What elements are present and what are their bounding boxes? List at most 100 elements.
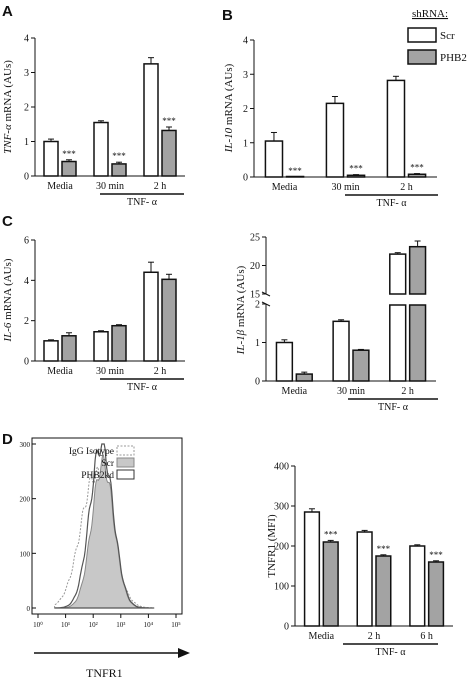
bar-scr bbox=[93, 331, 109, 362]
significance-mark: *** bbox=[62, 149, 76, 159]
histogram-curves bbox=[54, 443, 155, 609]
y-tick-label: 400 bbox=[274, 462, 289, 473]
bar-scr bbox=[43, 340, 59, 362]
histogram-legend-isotype: IgG Isotype bbox=[69, 447, 114, 457]
bar-phb2 bbox=[346, 174, 366, 178]
histogram-x-tick-label: 10³ bbox=[116, 621, 125, 629]
bar-phb2 bbox=[61, 335, 77, 362]
y-tick-label: 200 bbox=[274, 542, 289, 553]
bar-phb2 bbox=[111, 163, 127, 177]
y-tick-label: 0 bbox=[24, 357, 29, 368]
y-axis-label: TNF-α mRNA (AUs) bbox=[2, 60, 14, 154]
category-label: 30 min bbox=[331, 182, 359, 193]
y-axis-label: IL-10 mRNA (AUs) bbox=[223, 63, 235, 153]
significance-mark: *** bbox=[377, 544, 391, 554]
y-tick-label: 4 bbox=[24, 276, 29, 287]
y-axis-label: TNFR1 (MFI) bbox=[266, 514, 278, 578]
bar-phb2-upper bbox=[408, 245, 427, 295]
bar-phb2 bbox=[295, 373, 313, 382]
histogram-y-tick-label: 100 bbox=[20, 550, 31, 558]
treatment-group-label: TNF- α bbox=[376, 647, 407, 658]
y-tick-label: 0 bbox=[24, 172, 29, 183]
y-tick-label: 2 bbox=[255, 300, 260, 311]
bar-scr bbox=[325, 102, 345, 178]
histogram-x-tick-label: 10⁵ bbox=[171, 621, 181, 629]
legend-swatch-phb2 bbox=[407, 49, 437, 65]
treatment-group-label: TNF- α bbox=[378, 402, 409, 413]
y-tick-label: 0 bbox=[243, 173, 248, 184]
y-tick-label: 3 bbox=[243, 70, 248, 81]
histogram-y-tick-label: 200 bbox=[20, 496, 31, 504]
treatment-group-label: TNF- α bbox=[127, 382, 158, 393]
category-label: 2 h bbox=[154, 366, 167, 377]
category-label: 2 h bbox=[154, 181, 167, 192]
significance-mark: *** bbox=[429, 550, 443, 560]
y-tick-label: 20 bbox=[250, 261, 260, 272]
bar-phb2 bbox=[161, 129, 177, 177]
significance-mark: *** bbox=[324, 529, 338, 539]
category-label: 2 h bbox=[400, 182, 413, 193]
histogram-y-tick-label: 300 bbox=[20, 441, 31, 449]
bar-scr bbox=[93, 121, 109, 177]
significance-mark: *** bbox=[112, 151, 126, 161]
category-label: Media bbox=[47, 366, 73, 377]
category-label: 2 h bbox=[368, 631, 381, 642]
histogram-legend-phb2kd-swatch bbox=[116, 469, 135, 480]
bar-scr bbox=[332, 320, 350, 382]
significance-mark: *** bbox=[410, 163, 424, 173]
chart-a: 0 1 2 3 4 TNF-α mRNA (AUs) *** Media *** 30 min **… bbox=[2, 34, 185, 208]
bar-scr bbox=[389, 304, 407, 382]
histogram-x-tick-label: 10¹ bbox=[61, 621, 70, 629]
bar-phb2 bbox=[322, 541, 339, 627]
bar-scr bbox=[409, 545, 426, 627]
bar-phb2 bbox=[427, 561, 445, 627]
chart-c1: 0 2 4 6 IL-6 mRNA (AUs) Media 30 min 2 h TNF- α bbox=[2, 236, 185, 393]
histogram-x-tick-label: 10⁴ bbox=[144, 621, 154, 629]
histogram-frame bbox=[31, 437, 183, 615]
bar-phb2 bbox=[407, 173, 427, 178]
treatment-group-label: TNF- α bbox=[127, 197, 158, 208]
bar-phb2 bbox=[375, 555, 392, 627]
y-tick-label: 25 bbox=[250, 233, 260, 244]
histogram-x-tick-label: 10² bbox=[89, 621, 98, 629]
histogram-curve-phb2kd bbox=[54, 443, 154, 609]
histogram-y-tick-label: 0 bbox=[27, 605, 31, 613]
y-tick-label: 0 bbox=[284, 622, 289, 633]
bar-scr bbox=[303, 511, 321, 627]
y-tick-label: 2 bbox=[24, 103, 29, 114]
y-tick-label: 2 bbox=[24, 316, 29, 327]
bar-phb2 bbox=[408, 304, 427, 382]
y-tick-label: 4 bbox=[24, 34, 29, 45]
y-tick-label: 0 bbox=[255, 377, 260, 388]
histogram-xlabel: TNFR1 bbox=[86, 666, 123, 680]
bar-scr-upper bbox=[389, 253, 407, 295]
bar-scr bbox=[275, 341, 294, 382]
panel-letter-a: A bbox=[2, 3, 13, 20]
bar-phb2 bbox=[61, 160, 77, 177]
y-tick-label: 6 bbox=[24, 236, 29, 247]
panel-letter-b: B bbox=[222, 7, 233, 24]
y-tick-label: 1 bbox=[243, 138, 248, 149]
significance-mark: *** bbox=[162, 116, 176, 126]
category-label: Media bbox=[47, 181, 73, 192]
histogram-curve-igg-isotype bbox=[54, 465, 155, 609]
histogram-legend-scr: Scr bbox=[101, 459, 115, 469]
category-label: 30 min bbox=[337, 386, 365, 397]
y-axis-label: IL-1β mRNA (AUs) bbox=[235, 265, 247, 355]
bar-scr bbox=[356, 531, 373, 627]
panel-letter-c: C bbox=[2, 213, 13, 230]
y-tick-label: 3 bbox=[24, 68, 29, 79]
bar-phb2 bbox=[161, 278, 177, 362]
y-tick-label: 100 bbox=[274, 582, 289, 593]
bar-scr bbox=[43, 140, 59, 177]
significance-mark: *** bbox=[288, 166, 302, 176]
histogram-legend-isotype-swatch bbox=[116, 445, 135, 456]
legend-title: shRNA: bbox=[412, 8, 448, 20]
category-label: Media bbox=[309, 631, 335, 642]
treatment-group-label: TNF- α bbox=[377, 198, 408, 209]
histogram-legend: IgG Isotype Scr PHB2kd bbox=[69, 445, 135, 481]
panel-letter-d: D bbox=[2, 431, 13, 448]
histogram-x-tick-label: 10⁰ bbox=[33, 621, 43, 629]
bar-charts: 0 1 2 3 4 TNF-α mRNA (AUs) *** Media *** 30 min **… bbox=[2, 34, 453, 658]
histogram-legend-phb2kd: PHB2kd bbox=[81, 471, 114, 481]
